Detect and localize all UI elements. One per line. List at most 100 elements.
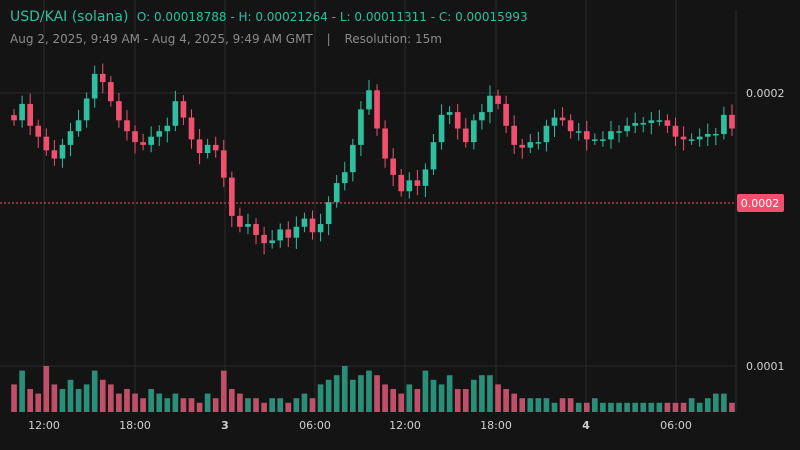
candle-body — [172, 101, 179, 126]
volume-bar — [196, 402, 203, 412]
volume-bar — [511, 393, 517, 412]
volume-bar — [713, 393, 719, 412]
candle-body — [535, 142, 542, 144]
candle-body — [132, 131, 138, 143]
volume-bar — [35, 393, 42, 412]
x-tick-label: 18:00 — [119, 419, 151, 432]
candle-body — [680, 136, 687, 140]
candle-body — [430, 142, 437, 170]
candle-body — [624, 125, 630, 132]
candle-body — [204, 144, 211, 154]
candle-body — [27, 103, 33, 126]
candle-body — [83, 98, 90, 121]
volume-bar — [624, 402, 630, 412]
last-price-line: 0.0002 — [0, 194, 784, 212]
candle-body — [91, 73, 98, 99]
volume-bar — [382, 384, 388, 412]
time-axis: 12:00 18:00 3 06:00 12:00 18:00 4 06:00 — [28, 419, 692, 432]
volume-bar — [188, 398, 195, 412]
candle-body — [212, 144, 219, 151]
candle-body — [688, 139, 695, 141]
volume-bar — [527, 398, 534, 412]
volume-bar — [721, 393, 727, 412]
volume-bar — [559, 398, 566, 412]
candle-body — [446, 112, 453, 115]
candlesticks — [11, 63, 735, 255]
volume-bar — [245, 398, 251, 412]
chart-subtitle: Aug 2, 2025, 9:49 AM - Aug 4, 2025, 9:49… — [10, 32, 442, 46]
volume-bar — [341, 366, 348, 412]
volume-bar — [75, 389, 82, 412]
candle-body — [317, 224, 324, 233]
candle-body — [592, 139, 598, 141]
candle-body — [350, 144, 356, 173]
y-tick-label: 0.0002 — [746, 87, 785, 100]
x-tick-label: 06:00 — [299, 419, 331, 432]
candle-body — [479, 112, 485, 121]
volume-bar — [164, 398, 171, 412]
candle-body — [608, 131, 614, 140]
volume-bar — [148, 389, 154, 412]
candle-body — [180, 101, 187, 118]
volume-bar — [616, 402, 622, 412]
volume-bar — [422, 370, 429, 412]
candle-body — [704, 133, 711, 137]
volume-bar — [648, 402, 655, 412]
candle-body — [301, 218, 308, 227]
candle-body — [656, 120, 663, 122]
volume-bar — [132, 393, 138, 412]
volume-bar — [59, 389, 66, 412]
volume-bar — [640, 402, 647, 412]
volume-bar — [11, 384, 17, 412]
candle-body — [390, 158, 396, 175]
volume-bars — [11, 366, 735, 412]
y-tick-label: 0.0001 — [746, 360, 785, 373]
candle-body — [67, 131, 74, 145]
volume-bar — [680, 402, 687, 412]
candle-body — [245, 224, 251, 227]
separator: | — [326, 32, 331, 46]
candle-body — [729, 114, 735, 129]
candle-body — [277, 229, 284, 241]
volume-bar — [462, 389, 469, 412]
volume-bar — [229, 389, 235, 412]
ohlc-readout: O: 0.00018788 - H: 0.00021264 - L: 0.000… — [136, 10, 528, 24]
volume-bar — [108, 384, 114, 412]
candle-body — [543, 125, 550, 143]
candle-body — [188, 117, 195, 140]
volume-bar — [366, 370, 372, 412]
candle-body — [721, 114, 727, 134]
candle-body — [454, 112, 461, 129]
volume-bar — [414, 389, 421, 412]
candle-body — [519, 144, 526, 148]
volume-bar — [551, 402, 558, 412]
volume-bar — [358, 375, 364, 412]
volume-bar — [495, 384, 501, 412]
candle-body — [575, 131, 582, 133]
candle-body — [148, 136, 154, 145]
candle-body — [358, 109, 364, 145]
candle-body — [632, 123, 638, 126]
candle-body — [559, 117, 566, 121]
volume-bar — [688, 398, 695, 412]
volume-bar — [729, 402, 735, 412]
candle-body — [503, 103, 509, 126]
candle-body — [583, 131, 590, 140]
volume-bar — [446, 375, 453, 412]
volume-bar — [180, 398, 187, 412]
candle-body — [51, 150, 58, 159]
candle-body — [196, 139, 203, 154]
candle-body — [43, 136, 50, 151]
chart-grid — [0, 0, 737, 412]
volume-bar — [583, 402, 590, 412]
volume-bar — [406, 384, 413, 412]
candle-body — [59, 144, 66, 159]
volume-bar — [212, 398, 219, 412]
volume-bar — [333, 375, 340, 412]
candle-body — [438, 114, 445, 143]
volume-bar — [600, 402, 606, 412]
candle-body — [99, 73, 106, 83]
volume-bar — [261, 402, 267, 412]
candle-body — [11, 115, 17, 121]
